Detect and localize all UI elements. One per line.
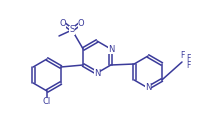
Text: S: S [69,26,75,35]
Text: F: F [186,54,190,63]
Text: O: O [60,18,66,27]
Text: N: N [145,84,151,93]
Text: F: F [186,61,190,70]
Text: N: N [94,68,100,77]
Text: O: O [78,18,84,27]
Text: Cl: Cl [43,97,51,106]
Text: F: F [180,51,184,60]
Text: N: N [108,44,114,53]
